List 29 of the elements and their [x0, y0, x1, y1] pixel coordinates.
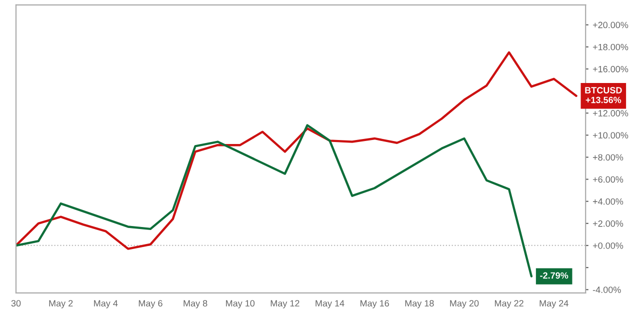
y-tick-label: +2.00%	[592, 220, 624, 227]
line-series	[16, 51, 578, 250]
y-tick-label: +4.00%	[592, 198, 624, 205]
x-tick-label: 30	[11, 300, 21, 307]
y-tick-label: -4.00%	[592, 286, 621, 293]
x-tick-label: May 14	[316, 300, 344, 308]
x-tick-label: May 16	[360, 300, 389, 308]
x-tick-label: May 8	[184, 300, 208, 308]
x-tick-label: May 12	[270, 300, 300, 308]
y-tick-label: +16.00%	[592, 66, 628, 72]
x-tick-label: May 22	[494, 300, 524, 308]
y-tick-label: +0.00%	[592, 242, 624, 249]
data-label: +13.56%	[586, 96, 622, 104]
y-tick-label: +6.00%	[592, 176, 624, 183]
x-tick-label: May 18	[405, 300, 434, 308]
x-tick-label: May 20	[450, 300, 479, 308]
y-tick-label: +18.00%	[592, 44, 628, 50]
y-tick-label: +20.00%	[592, 22, 628, 28]
x-tick-label: May 6	[138, 300, 162, 308]
x-tick-label: May 10	[226, 300, 255, 308]
y-tick-label: +10.00%	[592, 132, 628, 139]
series-label: BTCUSD	[585, 87, 622, 94]
x-tick-label: May 4	[94, 300, 118, 308]
x-tick-label: May 24	[540, 300, 568, 308]
data-label: -2.79%	[540, 272, 568, 279]
y-tick-label: +12.00%	[592, 110, 628, 116]
line-series	[16, 124, 533, 278]
x-tick-label: May 2	[49, 300, 73, 308]
y-tick-label: +8.00%	[592, 154, 624, 161]
